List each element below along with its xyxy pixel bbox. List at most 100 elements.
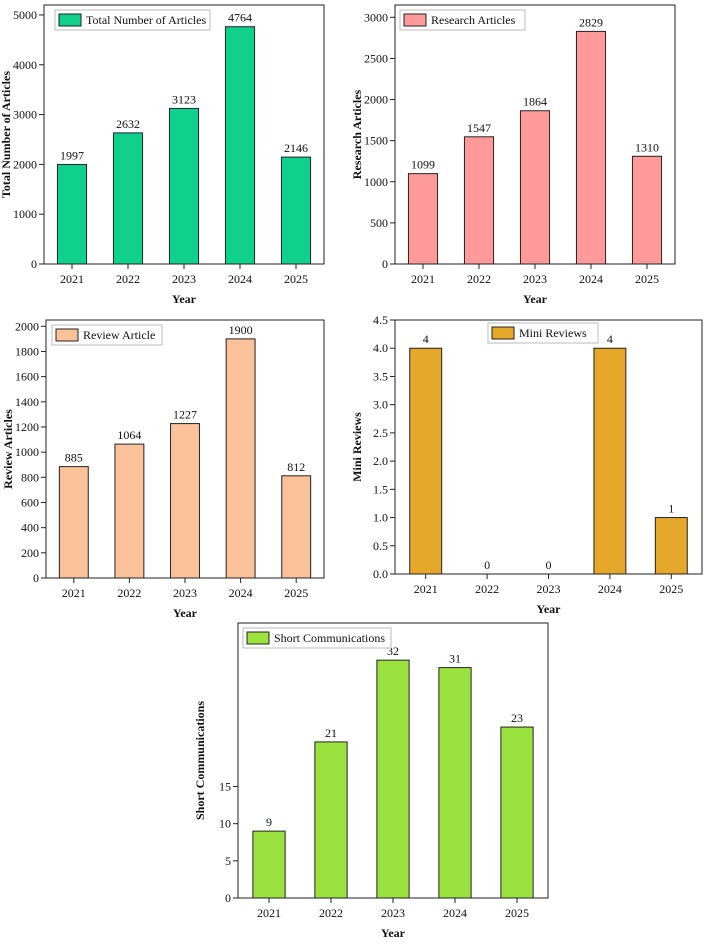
legend-box — [487, 322, 599, 344]
data-label: 1864 — [523, 95, 547, 109]
x-tick-label: 2021 — [414, 582, 438, 596]
y-tick-label: 2000 — [15, 319, 39, 333]
bar-2025 — [280, 156, 312, 265]
y-tick-label: 1.5 — [373, 482, 388, 496]
data-label: 2146 — [284, 141, 308, 155]
y-tick-label: 10 — [219, 817, 231, 831]
chart-panel-2: 0 500 1000 1500 2000 2500 3000 1099 2021 1547 2022… — [350, 4, 676, 306]
y-tick-label: 5000 — [13, 8, 37, 22]
bar-2025 — [281, 475, 312, 579]
y-axis-title: Short Communications — [193, 701, 207, 820]
y-tick-label: 200 — [21, 546, 39, 560]
x-tick-label: 2025 — [284, 272, 308, 286]
bar-2024 — [225, 338, 256, 579]
y-tick-label: 0 — [382, 257, 388, 271]
y-tick-label: 4000 — [13, 58, 37, 72]
y-tick-label: 0 — [33, 571, 39, 585]
legend: Short Communications — [242, 627, 392, 649]
bar-2021 — [409, 347, 443, 575]
bar-2024 — [438, 667, 472, 899]
x-tick-label: 2025 — [284, 586, 308, 600]
y-tick-label: 3.5 — [373, 369, 388, 383]
legend-swatch — [491, 326, 515, 340]
y-tick-label: 3000 — [13, 108, 37, 122]
y-tick-label: 2.5 — [373, 426, 388, 440]
bar-2024 — [593, 347, 627, 575]
x-tick-label: 2021 — [257, 906, 281, 920]
y-tick-label: 4.0 — [373, 341, 388, 355]
data-label: 812 — [287, 460, 305, 474]
legend-swatch — [55, 328, 79, 342]
data-label: 1997 — [60, 149, 84, 163]
legend-box — [399, 9, 526, 31]
legend-box — [51, 324, 163, 346]
y-tick-label: 1000 — [364, 175, 388, 189]
legend-box — [54, 9, 211, 31]
y-tick-label: 2500 — [364, 51, 388, 65]
y-tick-label: 2000 — [364, 93, 388, 107]
bar-2021 — [407, 173, 439, 265]
bar-2023 — [170, 423, 200, 579]
bar-2022 — [112, 132, 144, 265]
x-tick-label: 2022 — [116, 272, 140, 286]
x-tick-label: 2024 — [229, 586, 253, 600]
legend-label: Review Article — [83, 328, 155, 342]
x-tick-label: 2022 — [475, 582, 499, 596]
y-tick-label: 1400 — [15, 395, 39, 409]
x-axis-title: Year — [172, 292, 197, 306]
x-tick-label: 2024 — [443, 906, 467, 920]
legend-swatch — [403, 13, 427, 27]
bar-2022 — [314, 741, 348, 899]
y-tick-label: 3.0 — [373, 398, 388, 412]
x-tick-label: 2022 — [467, 272, 491, 286]
y-tick-label: 0.0 — [373, 567, 388, 581]
legend-label: Total Number of Articles — [86, 13, 206, 27]
x-tick-label: 2024 — [228, 272, 252, 286]
bar-2025 — [654, 517, 688, 575]
legend-swatch — [246, 631, 270, 645]
y-tick-label: 1600 — [15, 370, 39, 384]
bar-2025 — [631, 155, 663, 265]
y-tick-label: 500 — [370, 216, 388, 230]
data-label: 0 — [546, 558, 552, 572]
x-tick-label: 2024 — [579, 272, 603, 286]
y-tick-label: 0.5 — [373, 539, 388, 553]
x-tick-label: 2022 — [319, 906, 343, 920]
y-axis-title: Total Number of Articles — [0, 71, 13, 198]
y-tick-label: 5 — [225, 854, 231, 868]
data-label: 3123 — [172, 92, 196, 106]
bar-2021 — [252, 830, 286, 899]
y-axis-title: Review Articles — [1, 409, 15, 489]
bar-2024 — [224, 26, 256, 265]
x-axis-title: Year — [523, 292, 548, 306]
data-label: 31 — [449, 652, 461, 666]
y-tick-label: 800 — [21, 470, 39, 484]
data-label: 23 — [511, 711, 523, 725]
y-tick-label: 0 — [31, 257, 37, 271]
data-label: 2829 — [579, 15, 603, 29]
bar-2023 — [168, 107, 200, 265]
x-tick-label: 2021 — [62, 586, 86, 600]
y-tick-label: 1.0 — [373, 511, 388, 525]
legend: Total Number of Articles — [54, 9, 211, 31]
x-axis-title: Year — [381, 926, 406, 940]
x-tick-label: 2024 — [598, 582, 622, 596]
data-label: 1900 — [229, 323, 253, 337]
x-tick-label: 2023 — [381, 906, 405, 920]
x-tick-label: 2021 — [411, 272, 435, 286]
y-tick-label: 0 — [225, 891, 231, 905]
x-axis-title: Year — [173, 606, 198, 620]
x-tick-label: 2022 — [117, 586, 141, 600]
legend-box — [242, 627, 392, 649]
x-tick-label: 2025 — [635, 272, 659, 286]
chart-panel-5: 05101592021212022322023312024232025YearS… — [193, 622, 549, 940]
bar-2023 — [519, 110, 551, 265]
x-tick-label: 2023 — [537, 582, 561, 596]
bar-2023 — [376, 659, 410, 899]
y-tick-label: 1000 — [13, 207, 37, 221]
y-axis-title: Mini Reviews — [350, 412, 364, 482]
data-label: 21 — [325, 726, 337, 740]
y-axis-title: Research Articles — [350, 89, 364, 179]
chart-panel-1: 0 1000 2000 3000 4000 5000 1997 2021 2632 2022 312… — [0, 4, 325, 306]
